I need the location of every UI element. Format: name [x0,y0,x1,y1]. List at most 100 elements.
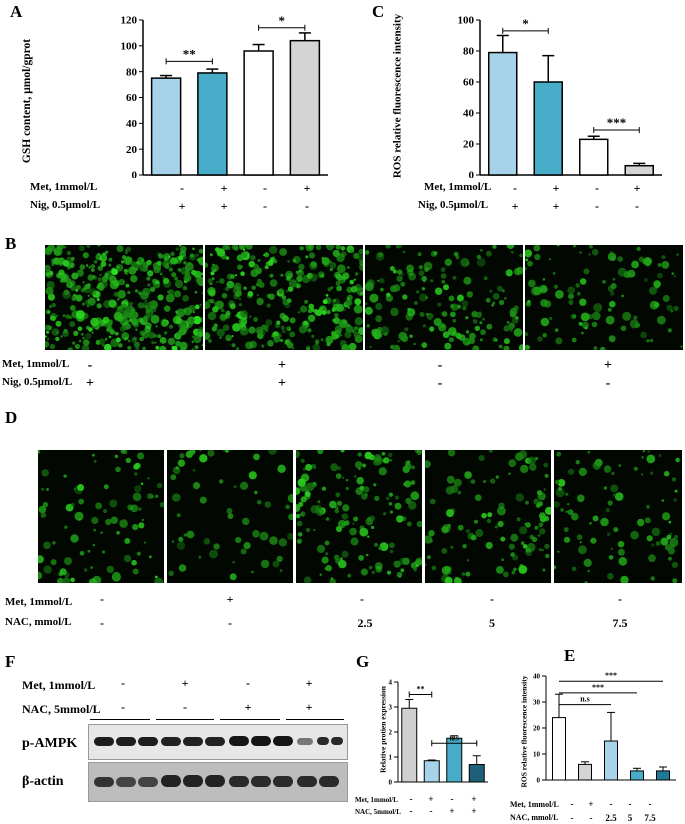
panel-e-nac-symbol-2: - [589,813,593,823]
panel-f-met-symbol-4: + [305,676,313,690]
fluorescence-cells [296,450,422,583]
panel-g-nac-symbol-2: - [429,806,433,816]
micrograph-d-5 [554,450,682,583]
panel-a-met-symbol-4: + [303,181,311,195]
panel-a-met-symbol-3: - [263,181,267,195]
panel-c-bar-3 [579,138,609,176]
panel-b-nig-symbol-4: - [605,376,611,391]
panel-e-bar-5 [656,770,670,781]
panel-e-sig-label-3: *** [605,671,617,680]
panel-c-met-symbol-4: + [633,181,641,195]
panel-b-letter: B [5,234,17,253]
panel-d-met-symbol-5: - [618,592,622,606]
band-label-actin: β-actin [22,774,64,789]
panel-a-sig-label-1: ** [183,46,196,61]
panel-g-met-symbol-2: + [428,794,434,804]
panel-e-ytick-label-0: 0 [537,776,541,784]
panel-g-met-symbol-3: - [450,794,454,804]
panel-f-nac-symbol-4: + [305,700,313,714]
panel-b-nig-symbol-2: + [278,376,286,391]
micrograph-d-4 [425,450,551,583]
panel-c-ytick-label-0: 0 [469,170,475,178]
panel-c-met-symbol-2: + [552,181,560,195]
fluorescence-cells [525,245,683,350]
panel-a-ytick-label-40: 40 [126,118,138,130]
panel-d-nac-symbol-1: - [100,616,104,630]
panel-d-nac-label: NAC, mmol/L [5,616,72,628]
panel-a-nig-symbol-2: + [220,199,228,213]
panel-c-nig-symbol-3: - [595,199,599,213]
panel-e-ytick-label-40: 40 [533,672,541,680]
panel-a-nig-symbol-3: - [263,199,267,213]
panel-c-sig-label-1: * [522,16,529,31]
band-label-pampk: p-AMPK [22,736,78,751]
panel-d-met-symbol-2: + [226,592,234,606]
panel-g-chart: 0 1 2 3 4 ** n.s [389,678,488,786]
panel-a-ylabel-box: GSH content, μmol/gprot [20,38,34,168]
panel-g-bar-4 [468,764,485,783]
panel-b-met-symbol-2: + [278,358,286,373]
panel-d-nac-symbol-5: 7.5 [612,616,628,630]
panel-g-nac-symbol-3: + [449,806,455,816]
panel-f-met-symbol-1: - [121,676,125,690]
fluorescence-cells [205,245,363,350]
panel-b-met-symbol-4: + [604,358,612,373]
panel-a-met-label: Met, 1mmol/L [30,181,98,193]
panel-c-ylabel: ROS relative fluorescence intensity [391,13,404,179]
panel-e-bar-3 [604,740,618,781]
panel-g-bar-3 [446,737,463,783]
panel-g-nac-symbol-1: - [409,806,413,816]
panel-g-letter: G [356,652,370,671]
panel-a-letter: A [10,2,23,21]
panel-e-met-label: Met, 1mmol/L [510,800,559,809]
panel-c-nig-symbol-4: - [635,199,639,213]
panel-a-ytick-label-20: 20 [126,144,138,156]
panel-a-sig-label-2: * [279,13,286,28]
panel-a-bar-2 [197,72,228,176]
panel-c-ylabel-box: ROS relative fluorescence intensity [390,14,404,178]
panel-c-sig-label-2: *** [607,115,627,130]
micrograph-d-1 [38,450,164,583]
panel-e-nac-label: NAC, mmol/L [510,813,559,822]
panel-e-met-symbol-1: - [570,799,574,809]
panel-c-ytick-label-40: 40 [463,108,475,120]
panel-d-met-symbol-3: - [360,592,364,606]
micrograph-b-4 [525,245,683,350]
panel-g-met-symbol-4: + [471,794,477,804]
panel-f-met-symbol-3: - [246,676,250,690]
panel-c-bar-2 [533,81,563,176]
blot-pampk [88,724,348,760]
panel-a-ytick-label-60: 60 [126,92,138,104]
panel-e-sig-label-2: *** [592,683,604,692]
micrograph-d-2 [167,450,293,583]
panel-f-letter: F [5,652,16,671]
panel-b-met-symbol-3: - [437,358,443,373]
panel-e-bar-4 [630,770,644,781]
panel-f-nac-symbol-2: - [183,700,187,714]
micrograph-d-3 [296,450,422,583]
panel-a-nig-symbol-4: - [305,199,309,213]
panel-d-nac-symbol-3: 2.5 [357,616,373,630]
panel-e-met-symbol-3: - [609,799,613,809]
panel-e-ytick-label-20: 20 [533,724,541,732]
panel-e-ytick-label-10: 10 [533,750,541,758]
panel-g-bar-2 [423,760,440,783]
panel-a-met-symbol-1: - [180,181,184,195]
panel-g-nac-label: NAC, 5mmol/L [355,808,401,816]
fluorescence-cells [365,245,523,350]
panel-f-nac-symbol-1: - [121,700,125,714]
lane-group-line-4 [286,719,344,720]
panel-f-met-symbol-2: + [181,676,189,690]
panel-e-nac-symbol-1: - [570,813,574,823]
panel-a-ylabel: GSH content, μmol/gprot [21,38,33,164]
panel-c-nig-symbol-1: + [511,199,519,213]
panel-c-nig-symbol-2: + [552,199,560,213]
panel-a-bar-3 [243,50,274,176]
panel-e-sig-label-1: n.s [580,695,590,704]
panel-d-nac-symbol-2: - [228,616,232,630]
panel-c-bar-4 [624,164,654,176]
panel-g-met-label: Met, 1mmol/L [355,796,398,804]
panel-a-ytick-label-80: 80 [126,66,138,78]
